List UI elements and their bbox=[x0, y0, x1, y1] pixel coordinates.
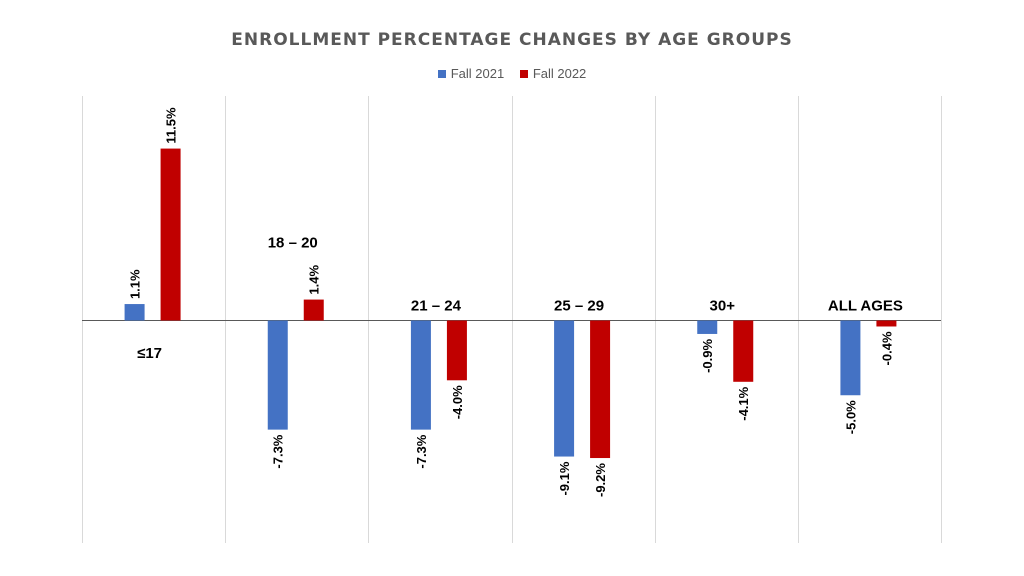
bar bbox=[840, 320, 861, 396]
bar bbox=[697, 320, 718, 334]
legend-item-fall-2022: Fall 2022 bbox=[519, 66, 587, 81]
bar bbox=[267, 320, 288, 430]
bar bbox=[554, 320, 575, 457]
bar bbox=[590, 320, 611, 459]
bar bbox=[124, 304, 145, 321]
category-label: 21 – 24 bbox=[411, 298, 462, 315]
legend: Fall 2021 Fall 2022 bbox=[0, 66, 1024, 81]
data-label: -5.0% bbox=[843, 400, 858, 434]
legend-label-fall-2021: Fall 2021 bbox=[450, 66, 505, 81]
data-label: -4.1% bbox=[736, 386, 751, 420]
data-label: -0.4% bbox=[879, 331, 894, 365]
chart-title: ENROLLMENT PERCENTAGE CHANGES BY AGE GRO… bbox=[231, 30, 793, 50]
legend-swatch-fall-2022 bbox=[519, 70, 528, 78]
bar bbox=[446, 320, 467, 381]
data-label: 1.1% bbox=[128, 269, 143, 299]
data-label: -7.3% bbox=[271, 434, 286, 468]
data-label: 1.4% bbox=[307, 264, 322, 294]
bar bbox=[160, 148, 181, 321]
bar bbox=[303, 299, 324, 321]
bar bbox=[876, 320, 897, 327]
data-label: -4.0% bbox=[450, 385, 465, 419]
legend-item-fall-2021: Fall 2021 bbox=[437, 66, 505, 81]
category-label: 18 – 20 bbox=[268, 235, 318, 252]
data-label: -7.3% bbox=[414, 434, 429, 468]
category-label: ≤17 bbox=[137, 345, 162, 362]
category-label: 30+ bbox=[710, 298, 736, 315]
data-label: -0.9% bbox=[700, 339, 715, 373]
category-label: ALL AGES bbox=[828, 298, 903, 315]
legend-swatch-fall-2021 bbox=[437, 70, 446, 78]
data-label: 11.5% bbox=[164, 107, 179, 144]
bar bbox=[733, 320, 754, 382]
category-label: 25 – 29 bbox=[554, 298, 604, 315]
legend-label-fall-2022: Fall 2022 bbox=[532, 66, 587, 81]
bar bbox=[410, 320, 431, 430]
data-label: -9.1% bbox=[557, 461, 572, 495]
data-label: -9.2% bbox=[593, 463, 608, 497]
